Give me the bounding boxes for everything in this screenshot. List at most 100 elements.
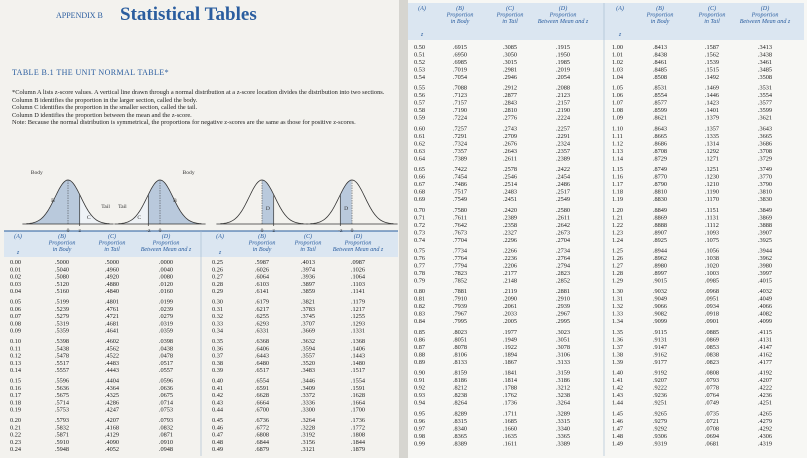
proportion: .0918: [705, 311, 719, 318]
z-value: 0.28: [212, 281, 223, 288]
note: Column C identifies the proportion in th…: [12, 104, 198, 112]
proportion: .0714: [159, 399, 174, 406]
proportion: .2090: [503, 296, 517, 303]
proportion: .9177: [653, 359, 667, 366]
column-letter: (C): [708, 5, 716, 12]
figure-label: C: [137, 215, 141, 221]
proportion: .6772: [255, 424, 269, 431]
proportion: .6141: [255, 288, 269, 295]
proportion: .1562: [705, 52, 719, 59]
z-value: 0.63: [414, 148, 425, 155]
proportion: .4279: [758, 418, 772, 425]
proportion: .7324: [453, 140, 468, 147]
column-label: z: [618, 32, 622, 38]
proportion: .2157: [556, 100, 570, 107]
proportion: .4319: [758, 440, 772, 447]
proportion: .7157: [453, 100, 467, 107]
z-value: 0.16: [10, 385, 21, 392]
z-value: 0.60: [414, 125, 425, 132]
proportion: .7764: [453, 255, 468, 262]
proportion: .2451: [503, 196, 517, 203]
column-letter: (B): [58, 233, 66, 240]
column-label: Proportion: [698, 13, 726, 19]
proportion: .5832: [55, 424, 69, 431]
proportion: .5279: [55, 313, 69, 320]
z-value: 0.64: [414, 155, 426, 162]
z-value: 0.80: [414, 288, 425, 295]
proportion: .0987: [351, 259, 365, 266]
z-value: 0.56: [414, 92, 425, 99]
proportion: .1635: [503, 433, 517, 440]
z-value: 0.46: [212, 424, 223, 431]
proportion: .4920: [105, 274, 119, 281]
proportion: .0708: [705, 425, 719, 432]
mean-region: [262, 180, 274, 224]
column-letter: (A): [616, 5, 624, 12]
z-value: 0.99: [414, 440, 425, 447]
proportion: .8485: [653, 67, 667, 74]
z-value: 0.67: [414, 181, 425, 188]
proportion: .9207: [653, 377, 667, 384]
z-value: 1.47: [612, 425, 623, 432]
proportion: .0871: [159, 432, 173, 439]
proportion: .4082: [758, 311, 772, 318]
proportion: .2422: [556, 166, 570, 173]
proportion: .4522: [105, 353, 119, 360]
proportion: .2206: [503, 263, 517, 270]
proportion: .2033: [503, 311, 517, 318]
proportion: .1685: [503, 418, 517, 425]
proportion: .1401: [705, 107, 719, 114]
proportion: .1736: [503, 400, 517, 407]
z-value: 0.07: [10, 313, 21, 320]
z-value: 0.22: [10, 432, 21, 439]
z-value: 1.15: [612, 166, 623, 173]
column-letter: (B): [656, 5, 664, 12]
proportion: .8925: [653, 237, 667, 244]
proportion: .4207: [105, 417, 119, 424]
z-value: 0.58: [414, 107, 425, 114]
proportion: .2291: [556, 133, 570, 140]
proportion: .9147: [653, 344, 667, 351]
proportion: .7291: [453, 133, 467, 140]
proportion: .1064: [351, 274, 366, 281]
proportion: .4207: [758, 377, 772, 384]
z-value: 0.71: [414, 214, 425, 221]
proportion: .3599: [758, 107, 772, 114]
z-value: 0.38: [212, 360, 223, 367]
column-label: in Body: [253, 247, 272, 253]
proportion: .8340: [453, 425, 467, 432]
column-label: Proportion: [344, 241, 372, 247]
z-value: 1.11: [612, 133, 623, 140]
proportion: .7454: [453, 174, 468, 181]
z-value: 0.88: [414, 351, 425, 358]
proportion: .1151: [705, 207, 719, 214]
proportion: .9131: [653, 336, 667, 343]
z-value: 0.10: [10, 338, 21, 345]
proportion: .2324: [556, 140, 571, 147]
z-value: 1.20: [612, 207, 623, 214]
proportion: .0160: [159, 288, 173, 295]
z-value: 0.40: [212, 378, 223, 385]
z-value: 0.41: [212, 385, 223, 392]
proportion: .5120: [55, 281, 69, 288]
proportion: .4115: [758, 329, 772, 336]
proportion: .4168: [105, 424, 119, 431]
proportion: .5793: [55, 417, 69, 424]
proportion: .3264: [301, 417, 316, 424]
column-label: Proportion: [152, 241, 180, 247]
z-value: 0.08: [10, 320, 21, 327]
proportion: .3745: [301, 313, 315, 320]
z-value: 0.05: [10, 299, 21, 306]
proportion: .6406: [255, 345, 269, 352]
z-value: 1.14: [612, 155, 624, 162]
proportion: .7910: [453, 296, 467, 303]
proportion: .6664: [255, 399, 270, 406]
figure-label: D: [266, 206, 270, 212]
proportion: .8413: [653, 44, 667, 51]
proportion: .5398: [55, 338, 69, 345]
column-label: Proportion: [294, 241, 322, 247]
proportion: .6103: [255, 281, 269, 288]
column-label: Between Mean and z: [538, 19, 589, 25]
proportion: .1867: [503, 359, 517, 366]
z-value: 0.32: [212, 313, 223, 320]
